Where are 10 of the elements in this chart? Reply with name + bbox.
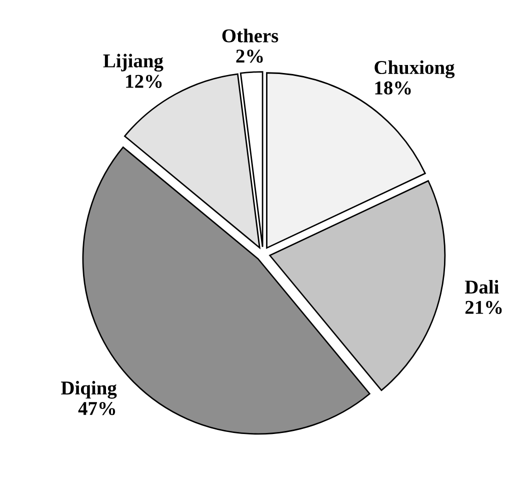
- slice-label: Diqing: [61, 380, 117, 399]
- slice-label: Dali: [464, 280, 499, 294]
- data-label: 2%: [236, 50, 263, 63]
- data-label: 12%: [126, 74, 162, 88]
- data-label: 18%: [375, 81, 411, 95]
- data-label: 47%: [78, 402, 116, 416]
- slice-label: Others: [222, 28, 278, 42]
- slice-label: Chuxiong: [374, 60, 455, 78]
- slice-label: Lijiang: [103, 54, 164, 72]
- data-label: 21%: [465, 300, 502, 314]
